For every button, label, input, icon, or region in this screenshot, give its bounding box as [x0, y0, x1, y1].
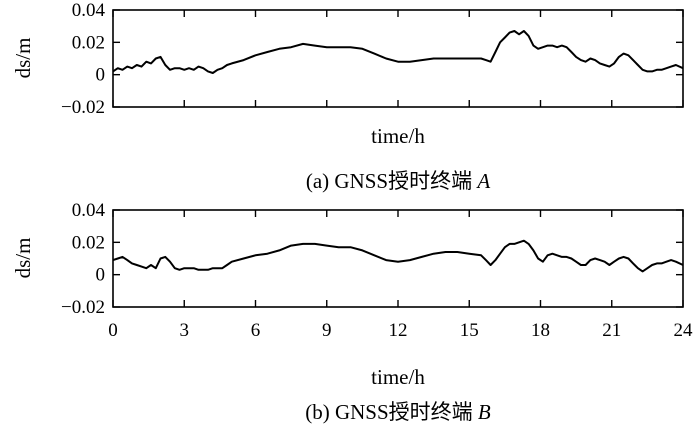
x-axis-label-a: time/h [371, 124, 425, 148]
x-tick-label-b: 0 [108, 320, 118, 341]
y-axis-label-a: ds/m [11, 38, 35, 79]
plot-frame-a [112, 9, 684, 108]
y-tick-label-a: 0.04 [72, 0, 106, 21]
x-tick-label-b: 18 [531, 320, 550, 341]
x-tick-label-b: 15 [460, 320, 479, 341]
x-tick-label-b: 3 [180, 320, 190, 341]
x-tick-label-b: 12 [389, 320, 408, 341]
y-tick-label-a: 0 [96, 65, 106, 86]
caption-b-prefix: (b) GNSS授时终端 [305, 400, 478, 424]
caption-a: (a) GNSS授时终端 A [306, 169, 491, 193]
caption-b: (b) GNSS授时终端 B [305, 400, 491, 424]
x-ticks-b: 0 3 6 9 12 15 18 21 24 [108, 210, 693, 341]
chart-panel-a: −0.02 0 0.02 0.04 ds/m time/h (a) GNSS授时终端 … [11, 0, 684, 193]
y-ticks-a: −0.02 0 0.02 0.04 [61, 0, 683, 118]
x-axis-label-b: time/h [371, 365, 425, 389]
caption-a-italic: A [475, 169, 490, 193]
y-tick-label-b: −0.02 [61, 297, 105, 318]
series-line-b [112, 239, 684, 273]
x-tick-label-b: 9 [322, 320, 332, 341]
y-tick-label-b: 0.04 [72, 200, 106, 221]
series-line-a [112, 30, 684, 74]
y-tick-label-a: −0.02 [61, 97, 105, 118]
x-ticks-a [112, 10, 684, 107]
caption-a-prefix: (a) GNSS授时终端 [306, 169, 478, 193]
y-tick-label-b: 0.02 [72, 232, 105, 253]
y-ticks-b: −0.02 0 0.02 0.04 [61, 200, 683, 318]
y-tick-label-b: 0 [96, 265, 106, 286]
caption-b-italic: B [478, 400, 491, 424]
y-tick-label-a: 0.02 [72, 32, 105, 53]
x-tick-label-b: 21 [602, 320, 621, 341]
y-axis-label-b: ds/m [11, 238, 35, 279]
x-tick-label-b: 6 [251, 320, 261, 341]
x-tick-label-b: 24 [674, 320, 694, 341]
